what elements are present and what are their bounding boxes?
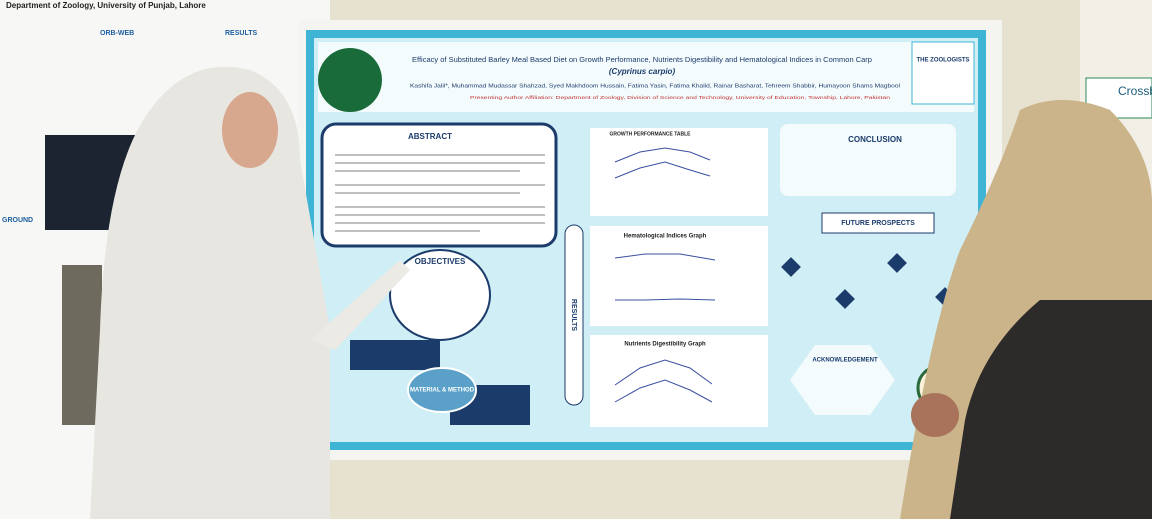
right-sign-text: Crossb bbox=[1118, 84, 1152, 98]
graph-panel bbox=[590, 128, 768, 216]
title-band bbox=[318, 42, 974, 112]
conclusion-box bbox=[780, 124, 956, 196]
future-box bbox=[821, 212, 935, 234]
poster-affiliation: Presenting Author Affiliation: Departmen… bbox=[470, 95, 891, 100]
person-left bbox=[90, 66, 330, 519]
logo-right bbox=[911, 41, 975, 105]
section-title: MATERIAL & METHOD bbox=[410, 388, 475, 394]
graph-title: GROWTH PERFORMANCE TABLE bbox=[609, 131, 691, 137]
graph-line bbox=[614, 359, 713, 386]
graph-title: Nutrients Digestibility Graph bbox=[624, 342, 706, 348]
graph-panel bbox=[590, 226, 768, 326]
left-header: Department of Zoology, University of Pun… bbox=[6, 1, 206, 10]
graph-line bbox=[614, 147, 711, 163]
graph-panel bbox=[590, 335, 768, 427]
logo-text: THE ZOOLOGISTS bbox=[916, 58, 969, 64]
section-title: ABSTRACT bbox=[408, 132, 452, 141]
graph-title: Hematological Indices Graph bbox=[624, 234, 707, 240]
section-title: FUTURE PROSPECTS bbox=[841, 220, 915, 227]
left-heading: GROUND bbox=[2, 217, 33, 224]
future-icons bbox=[781, 253, 955, 309]
section-title: ACKNOWLEDGEMENT bbox=[812, 358, 878, 364]
logo-left bbox=[318, 48, 382, 112]
poster-authors: Kashifa Jalil*, Muhammad Mudassar Shahza… bbox=[410, 83, 900, 89]
hand-right bbox=[911, 393, 959, 437]
poster-title: Efficacy of Substituted Barley Meal Base… bbox=[412, 55, 872, 64]
graph-line bbox=[614, 379, 713, 403]
graph-line bbox=[614, 161, 711, 179]
poster-subtitle: (Cyprinus carpio) bbox=[609, 67, 676, 76]
section-title: RESULTS bbox=[570, 299, 577, 331]
paper-left bbox=[310, 260, 410, 350]
method-box bbox=[350, 340, 440, 370]
method-circle bbox=[407, 367, 477, 413]
left-heading: ORB-WEB bbox=[100, 30, 134, 37]
clothes-right bbox=[950, 300, 1152, 519]
section-title: CONCLUSION bbox=[848, 135, 902, 144]
face-left bbox=[222, 92, 278, 168]
results-bar bbox=[564, 224, 584, 406]
graph-line bbox=[615, 298, 716, 301]
text-lines bbox=[335, 154, 545, 232]
graph-line bbox=[614, 253, 716, 261]
section-title: OBJECTIVES bbox=[415, 257, 466, 266]
left-photo bbox=[62, 265, 102, 425]
left-heading: RESULTS bbox=[225, 30, 257, 37]
ack-hex bbox=[790, 345, 895, 415]
